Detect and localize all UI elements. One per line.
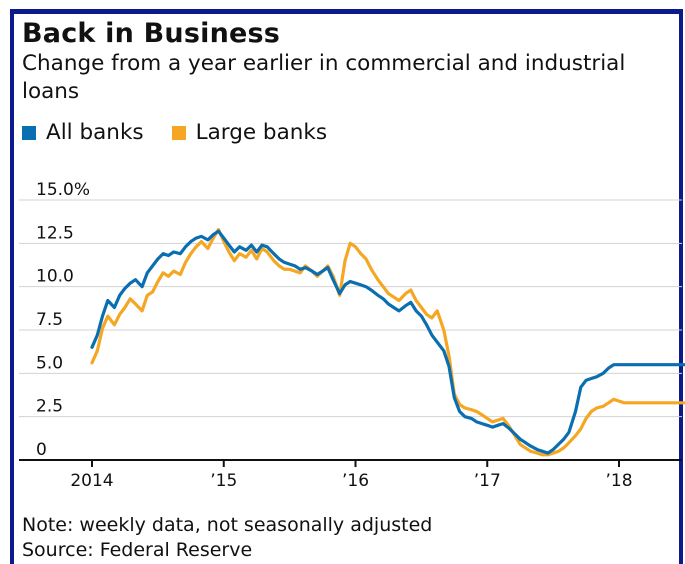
- legend-item-all-banks: All banks: [22, 120, 144, 145]
- legend-label-all-banks: All banks: [46, 120, 144, 145]
- y-tick-label: 10.0: [36, 267, 74, 287]
- legend-item-large-banks: Large banks: [171, 120, 328, 145]
- legend-swatch-large-banks: [171, 125, 186, 140]
- series-line-large-banks: [90, 227, 685, 457]
- chart-title: Back in Business: [22, 18, 281, 49]
- series-line-all-banks: [90, 229, 685, 455]
- legend-label-large-banks: Large banks: [195, 120, 328, 145]
- x-tick-label: ’16: [342, 471, 369, 491]
- x-tick-label: 2014: [70, 471, 113, 491]
- y-tick-label: 12.5: [36, 223, 74, 243]
- y-tick-label: 15.0%: [36, 180, 90, 200]
- frame-left-border: [10, 9, 14, 564]
- x-tick-label: ’15: [210, 471, 237, 491]
- footer-note: Note: weekly data, not seasonally adjust…: [22, 514, 433, 536]
- y-tick-label: 5.0: [36, 353, 63, 373]
- x-tick-label: ’17: [474, 471, 501, 491]
- legend: All banks Large banks: [22, 120, 355, 145]
- y-tick-label: 7.5: [36, 310, 63, 330]
- line-chart: 0 2.5 5.0 7.5 10.0 12.5 15.0% 2014 ’15 ’16 ’17 ’18: [19, 180, 685, 491]
- frame-top-border: [10, 9, 682, 14]
- footer-source: Source: Federal Reserve: [22, 539, 253, 561]
- y-tick-label: 2.5: [36, 397, 63, 417]
- y-tick-label: 0: [36, 440, 47, 460]
- chart-subtitle: Change from a year earlier in commercial…: [22, 51, 626, 104]
- x-tick-label: ’18: [605, 471, 632, 491]
- legend-swatch-all-banks: [22, 125, 36, 140]
